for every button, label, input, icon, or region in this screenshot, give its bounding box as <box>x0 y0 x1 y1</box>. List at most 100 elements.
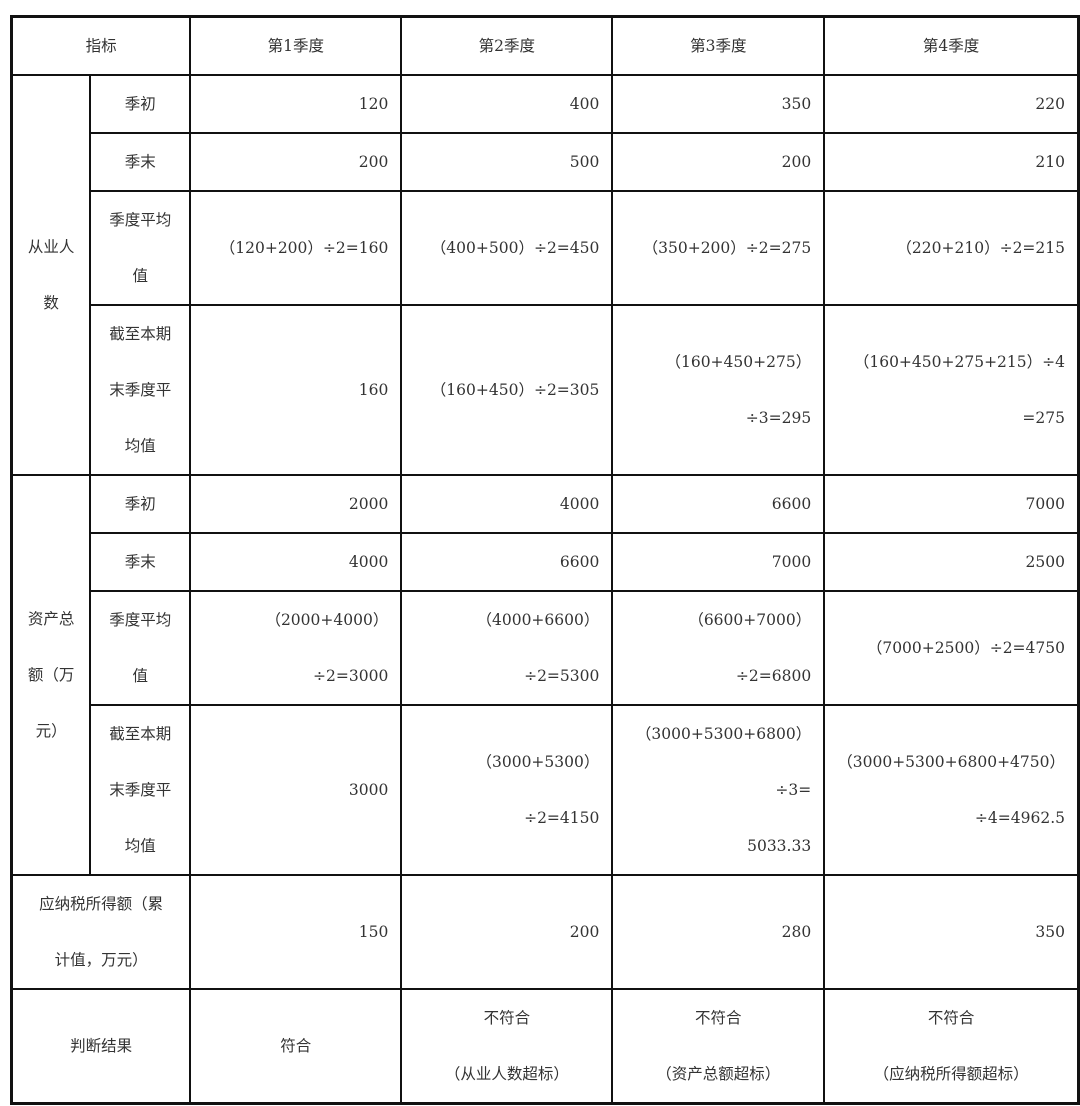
value-cell: 200 <box>400 874 614 990</box>
cell-text: 均值 <box>124 437 156 455</box>
table-row: 季度平均值 （120+200）÷2=160 （400+500）÷2=450 （350+… <box>12 190 1080 306</box>
value-cell: 不符合 （应纳税所得额超标） <box>823 988 1080 1105</box>
row-label: 季末 <box>89 532 192 592</box>
value-cell: （4000+6600）÷2=5300 <box>400 590 614 706</box>
value-cell: （120+200）÷2=160 <box>189 190 403 306</box>
row-label: 季度平均值 <box>89 190 192 306</box>
value-cell: 220 <box>823 74 1080 134</box>
tax-criteria-table: 指标 第1季度 第2季度 第3季度 第4季度 从业人数季初 120 400 350 220 季末 20… <box>10 15 1080 1105</box>
column-header: 第4季度 <box>823 15 1080 76</box>
table-row: 从业人数 季初 120 400 350 220 <box>10 74 1080 476</box>
value-cell: （3000+5300）÷2=4150 <box>400 704 614 876</box>
cell-text: 季度平均 <box>109 611 172 629</box>
table-row: 资产总 额（万 元） 季初 2000 4000 6600 7000 <box>10 474 1080 876</box>
cell-text: 不符合 <box>483 1009 531 1027</box>
cell-text: ÷3= <box>775 781 812 799</box>
cell-text: 值 <box>132 267 148 285</box>
row-label: 判断结果 <box>10 988 192 1105</box>
value-cell: 350 <box>611 74 826 134</box>
cell-text: （3000+5300）÷2=4150 <box>476 753 600 827</box>
cell-text: （220+210）÷2=215 <box>896 239 1065 257</box>
column-header: 第1季度 <box>189 15 403 76</box>
cell-text: 160 <box>358 381 389 399</box>
cell-text: 500 <box>569 153 600 171</box>
table-row: 截至本期 末季度平 均值 3000 （3000+5300）÷2=4150 （3000+53… <box>12 704 1080 876</box>
cell-text: （资产总额超标） <box>656 1065 781 1083</box>
value-cell: 280 <box>611 874 826 990</box>
cell-text: 元） <box>35 722 67 740</box>
value-cell: （160+450+275） ÷3=295 <box>611 304 826 476</box>
value-cell: 2000 <box>189 474 403 534</box>
cell-text: 4000 <box>559 495 600 513</box>
row-label: 季度平均值 <box>89 590 192 706</box>
cell-text: （3000+5300+6800+4750） <box>837 753 1065 771</box>
row-label: 应纳税所得额（累 计值，万元） <box>10 874 192 990</box>
table-row: 应纳税所得额（累 计值，万元） 150 200 280 350 <box>10 874 1080 990</box>
table-row: 季末 4000 6600 7000 2500 <box>12 532 1080 592</box>
cell-text: 200 <box>781 153 812 171</box>
cell-text: 截至本期 <box>109 325 172 343</box>
group-label: 资产总额（万元） <box>10 474 92 876</box>
cell-text: 4000 <box>348 553 389 571</box>
value-cell: （6600+7000）÷2=6800 <box>611 590 826 706</box>
cell-text: 6600 <box>559 553 600 571</box>
cell-text: 值 <box>132 667 148 685</box>
value-cell: 150 <box>189 874 403 990</box>
cell-text: 2000 <box>348 495 389 513</box>
cell-text: 不符合 <box>927 1009 975 1027</box>
cell-text: 季末 <box>124 153 156 171</box>
column-header: 第3季度 <box>611 15 826 76</box>
cell-text: 额（万 <box>27 666 75 684</box>
cell-text: 200 <box>569 923 600 941</box>
value-cell: （3000+5300+6800） ÷3= 5033.33 <box>611 704 826 876</box>
value-cell: 4000 <box>400 474 614 534</box>
table-row: 判断结果 符合 不符合 （从业人数超标） 不符合 （资产总额超标） 不符合 （应纳税所得额超标… <box>10 988 1080 1105</box>
cell-text: 应纳税所得额（累 <box>39 895 164 913</box>
cell-text: 5033.33 <box>747 837 812 855</box>
cell-text: （7000+2500）÷2=4750 <box>866 639 1065 657</box>
cell-text: 从业人 <box>27 238 75 256</box>
row-label: 季初 <box>89 474 192 534</box>
cell-text: 均值 <box>124 837 156 855</box>
cell-text: 资产总 <box>27 610 75 628</box>
value-cell: 120 <box>189 74 403 134</box>
cell-text: 末季度平 <box>109 381 172 399</box>
table-row: 季度平均值 （2000+4000）÷2=3000 （4000+6600）÷2=530… <box>12 590 1080 706</box>
cell-text: =275 <box>1022 409 1065 427</box>
cell-text: （4000+6600）÷2=5300 <box>476 611 600 685</box>
value-cell: 不符合 （资产总额超标） <box>611 988 826 1105</box>
value-cell: （2000+4000）÷2=3000 <box>189 590 403 706</box>
cell-text: 2500 <box>1025 553 1065 571</box>
cell-text: （160+450+275+215）÷4 <box>853 353 1065 371</box>
cell-text: 220 <box>1035 95 1065 113</box>
cell-text: 150 <box>358 923 389 941</box>
value-cell: （220+210）÷2=215 <box>823 190 1080 306</box>
cell-text: 季度平均 <box>109 211 172 229</box>
cell-text: 末季度平 <box>109 781 172 799</box>
cell-text: ÷4=4962.5 <box>974 809 1065 827</box>
cell-text: 350 <box>1035 923 1065 941</box>
cell-text: （从业人数超标） <box>444 1065 569 1083</box>
cell-text: （350+200）÷2=275 <box>642 239 812 257</box>
value-cell: 4000 <box>189 532 403 592</box>
cell-text: （160+450+275） <box>665 353 812 371</box>
cell-text: 120 <box>358 95 389 113</box>
value-cell: 不符合 （从业人数超标） <box>400 988 614 1105</box>
cell-text: 7000 <box>1025 495 1065 513</box>
table-row: 指标 第1季度 第2季度 第3季度 第4季度 <box>10 15 1080 76</box>
cell-text: ÷3=295 <box>745 409 812 427</box>
value-cell: 160 <box>189 304 403 476</box>
cell-text: （2000+4000）÷2=3000 <box>265 611 389 685</box>
cell-text: （400+500）÷2=450 <box>430 239 600 257</box>
value-cell: 500 <box>400 132 614 192</box>
cell-text: 280 <box>781 923 812 941</box>
cell-text: 350 <box>781 95 812 113</box>
value-cell: （350+200）÷2=275 <box>611 190 826 306</box>
indicator-header: 指标 <box>10 15 192 76</box>
value-cell: 6600 <box>611 474 826 534</box>
value-cell: 400 <box>400 74 614 134</box>
cell-text: （6600+7000）÷2=6800 <box>688 611 812 685</box>
cell-text: 6600 <box>771 495 812 513</box>
cell-text: （160+450）÷2=305 <box>430 381 600 399</box>
cell-text: （3000+5300+6800） <box>635 725 812 743</box>
